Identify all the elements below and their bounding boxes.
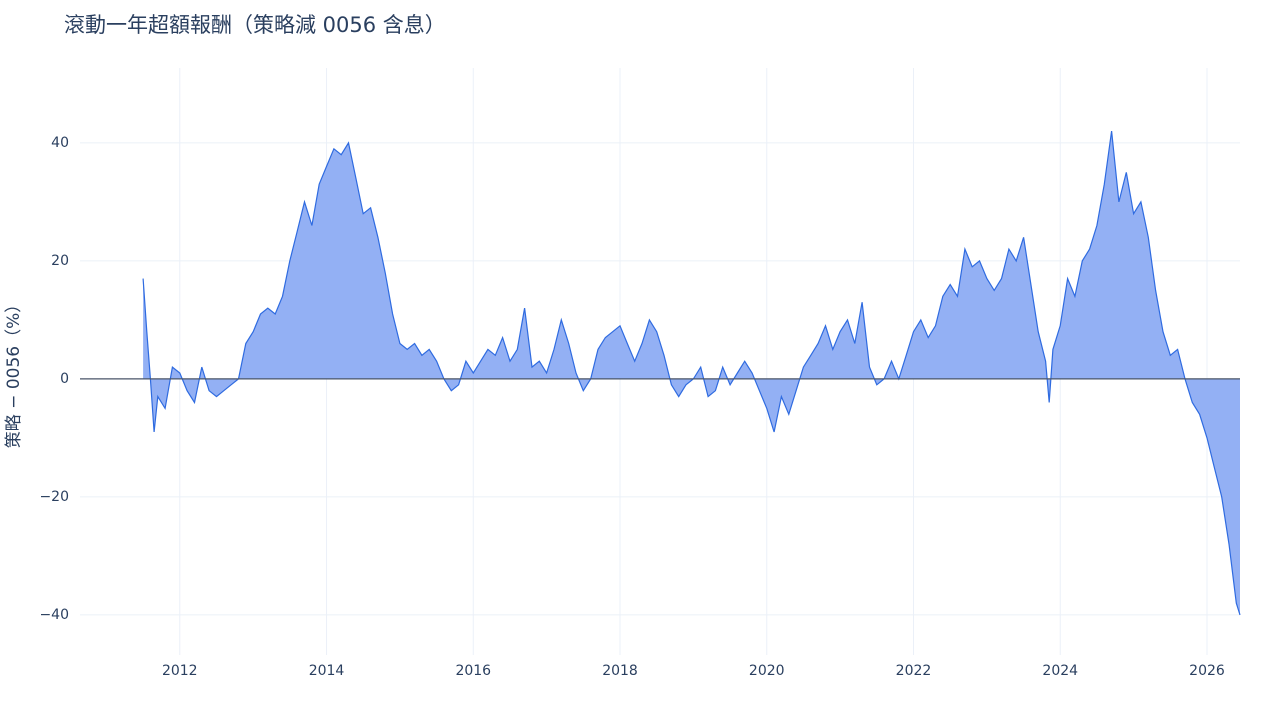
x-tick-label: 2022 xyxy=(896,663,932,679)
y-tick-label: 20 xyxy=(51,253,69,269)
x-tick-label: 2012 xyxy=(162,663,198,679)
y-tick-label: 0 xyxy=(60,371,69,387)
y-tick-label: −40 xyxy=(39,607,69,623)
x-tick-label: 2018 xyxy=(602,663,638,679)
area-line xyxy=(142,131,1241,616)
x-tick-label: 2024 xyxy=(1042,663,1078,679)
x-tick-label: 2020 xyxy=(749,663,785,679)
y-tick-label: 40 xyxy=(51,135,69,151)
x-tick-label: 2026 xyxy=(1189,663,1225,679)
x-tick-label: 2016 xyxy=(455,663,491,679)
x-tick-label: 2014 xyxy=(309,663,345,679)
y-axis-label: 策略 − 0056（%） xyxy=(4,296,24,448)
area-fill xyxy=(143,131,1241,615)
chart-title: 滾動一年超額報酬（策略減 0056 含息） xyxy=(64,13,446,37)
y-tick-label: −20 xyxy=(39,489,69,505)
